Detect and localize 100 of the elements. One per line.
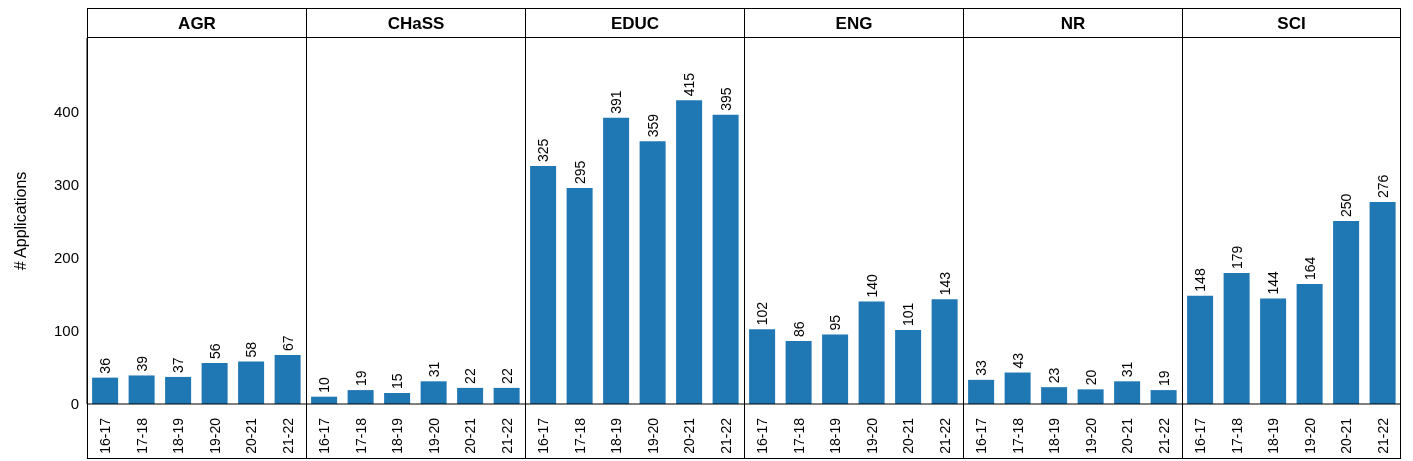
bar: [1041, 387, 1068, 404]
y-axis-title: # Applications: [11, 171, 29, 271]
x-tick-label: 19-20: [644, 417, 661, 454]
x-tick-label: 16-17: [973, 417, 990, 454]
bar: [530, 166, 557, 404]
bar: [566, 188, 593, 404]
data-label: 86: [790, 321, 807, 338]
bar: [274, 354, 301, 404]
data-label: 58: [243, 341, 260, 358]
bar: [165, 376, 192, 404]
data-label: 140: [863, 273, 880, 298]
bar: [457, 387, 484, 404]
x-tick-label: 17-18: [352, 417, 369, 454]
bar: [384, 393, 411, 404]
x-tick-label: 17-18: [1009, 417, 1026, 454]
data-label: 143: [936, 271, 953, 296]
bar: [1150, 390, 1177, 404]
bar: [1077, 389, 1104, 404]
bar: [785, 341, 812, 404]
data-label: 23: [1046, 367, 1063, 384]
x-tick-label: 20-21: [1338, 417, 1355, 454]
bar: [712, 114, 739, 404]
data-label: 325: [535, 138, 552, 163]
data-label: 295: [571, 160, 588, 185]
y-tick-label: 300: [53, 175, 79, 193]
bar: [420, 381, 447, 404]
data-label: 56: [206, 343, 223, 360]
data-label: 22: [498, 368, 515, 384]
x-tick-label: 18-19: [170, 417, 187, 454]
data-label: 10: [316, 376, 333, 393]
bar: [1369, 201, 1396, 404]
data-label: 67: [279, 335, 296, 351]
data-label: 31: [1119, 361, 1136, 378]
bar: [822, 334, 849, 404]
data-label: 250: [1338, 193, 1355, 217]
chart-title: NR: [963, 8, 1182, 38]
bar: [603, 117, 630, 404]
x-tick-label: 21-22: [1374, 417, 1391, 454]
x-tick-label: 20-21: [1119, 417, 1136, 454]
bar: [1187, 295, 1214, 404]
data-label: 37: [170, 357, 187, 373]
data-label: 102: [754, 301, 771, 326]
x-tick-label: 21-22: [279, 417, 296, 454]
data-label: 31: [425, 361, 442, 378]
y-tick-label: 400: [53, 102, 79, 120]
x-tick-label: 16-17: [1192, 417, 1209, 454]
bar: [968, 379, 995, 404]
chart-title: EDUC: [525, 8, 744, 38]
bar: [895, 330, 922, 404]
x-tick-label: 16-17: [97, 417, 114, 454]
data-label: 39: [133, 355, 150, 372]
data-label: 144: [1265, 271, 1282, 295]
bar: [238, 361, 265, 404]
x-tick-label: 18-19: [389, 417, 406, 454]
x-tick-label: 18-19: [1265, 417, 1282, 454]
bar: [92, 377, 119, 404]
bar: [931, 299, 958, 404]
x-tick-label: 19-20: [1082, 417, 1099, 454]
y-tick-label: 200: [53, 248, 79, 266]
y-tick-label: 0: [70, 395, 79, 413]
data-label: 22: [462, 368, 479, 384]
x-tick-label: 16-17: [316, 417, 333, 454]
data-label: 276: [1374, 174, 1391, 198]
bar: [1223, 272, 1250, 404]
x-tick-label: 16-17: [754, 417, 771, 454]
data-label: 164: [1301, 256, 1318, 280]
data-label: 359: [644, 113, 661, 138]
x-tick-label: 21-22: [936, 417, 953, 454]
bar: [128, 375, 155, 404]
data-label: 395: [717, 87, 734, 111]
x-tick-label: 18-19: [1046, 417, 1063, 454]
x-tick-label: 20-21: [462, 417, 479, 454]
bar: [1333, 221, 1360, 404]
data-label: 33: [973, 360, 990, 376]
x-tick-label: 19-20: [1301, 417, 1318, 454]
x-tick-label: 21-22: [1155, 417, 1172, 454]
bar: [1296, 283, 1323, 404]
x-tick-label: 21-22: [717, 417, 734, 454]
bar: [1004, 372, 1031, 404]
chart-title: AGR: [87, 8, 306, 38]
data-label: 415: [681, 72, 698, 97]
data-label: 179: [1228, 245, 1245, 269]
data-label: 19: [1155, 370, 1172, 387]
x-tick-label: 17-18: [790, 417, 807, 454]
data-label: 391: [608, 90, 625, 114]
bar: [858, 301, 885, 404]
x-tick-label: 19-20: [206, 417, 223, 454]
bar: [493, 387, 520, 404]
data-label: 43: [1009, 352, 1026, 369]
data-label: 95: [827, 314, 844, 331]
data-label: 19: [352, 370, 369, 387]
bar: [676, 100, 703, 404]
data-label: 15: [389, 373, 406, 390]
bar: [347, 390, 374, 404]
x-tick-label: 18-19: [608, 417, 625, 454]
x-tick-label: 20-21: [243, 417, 260, 454]
chart-title: ENG: [744, 8, 963, 38]
bar: [201, 363, 228, 404]
data-label: 101: [900, 302, 917, 327]
chart-title: CHaSS: [306, 8, 525, 38]
